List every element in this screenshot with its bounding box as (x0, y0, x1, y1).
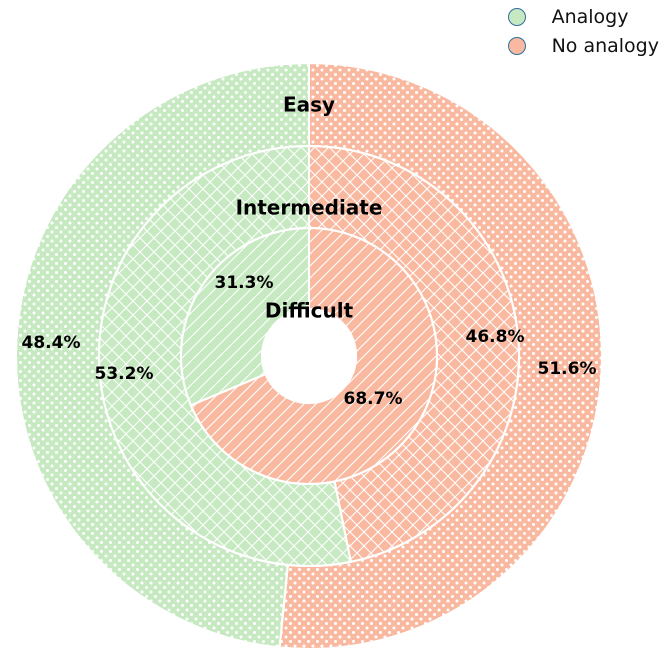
slice-pattern-difficult-no-analogy (189, 226, 438, 485)
pct-label-difficult-analogy: 31.3% (215, 273, 274, 293)
legend-swatch-no-analogy (507, 36, 526, 55)
ring-label-intermediate: Intermediate (236, 196, 383, 220)
donut-labels: 48.4% 51.6% Easy 53.2% 46.8% Intermediate 31.3… (22, 93, 597, 410)
ring-label-difficult: Difficult (265, 299, 354, 323)
legend-label-analogy: Analogy (551, 5, 629, 28)
slice-pattern-difficult-analogy (180, 226, 310, 407)
pct-label-intermediate-no-analogy: 46.8% (466, 327, 525, 347)
pct-label-intermediate-analogy: 53.2% (95, 364, 154, 384)
legend-item-no-analogy: No analogy (507, 31, 659, 60)
legend: Analogy No analogy (507, 2, 659, 60)
donut-slices (15, 61, 603, 650)
pct-label-difficult-no-analogy: 68.7% (344, 389, 403, 409)
pct-label-easy-no-analogy: 51.6% (538, 359, 597, 379)
ring-label-easy: Easy (283, 93, 335, 117)
legend-label-no-analogy: No analogy (551, 34, 659, 57)
legend-item-analogy: Analogy (507, 2, 659, 31)
legend-swatch-analogy (507, 7, 526, 26)
pct-label-easy-analogy: 48.4% (22, 333, 81, 353)
